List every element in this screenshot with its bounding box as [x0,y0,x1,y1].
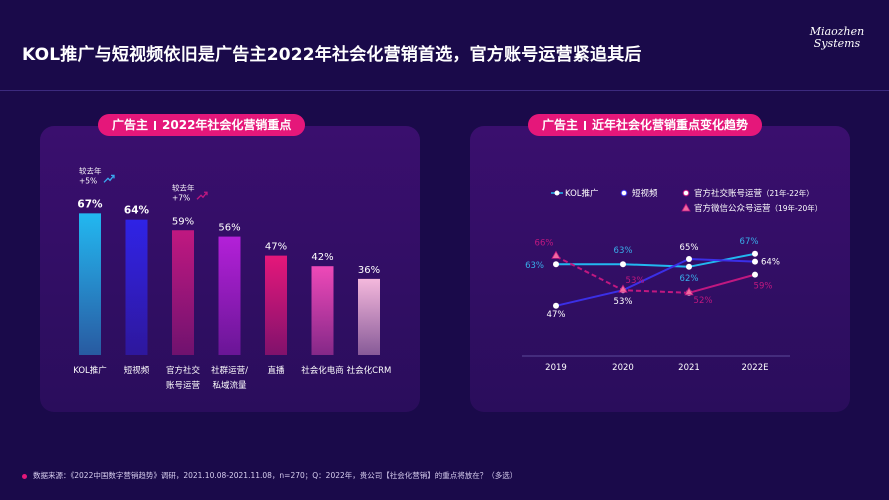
bar-0 [79,213,101,355]
series-value-label: 59% [754,282,773,292]
bar-category-label: 社会化CRM [347,365,392,376]
series-point-0 [752,250,758,257]
trend-up-arrow-head-icon [111,174,115,179]
brand-logo: Miaozhen Systems [807,26,867,50]
bar-category-label: 短视频 [124,365,150,376]
series-point-1 [752,258,758,265]
bar-category-label: KOL推广 [73,365,107,376]
footer-text: 数据来源：《2022中国数字营销趋势》调研，2021.10.08-2021.11… [33,471,518,480]
legend-swatch-dot [620,189,628,197]
bar-6 [358,278,380,355]
bar-chart-pill-b: 2022年社会化营销重点 [162,118,292,132]
bar-value-label: 64% [124,205,150,217]
bar-category-label: 账号运营 [166,380,200,391]
trend-up-arrow-icon [103,174,115,183]
bar-value-label: 47% [265,242,287,253]
series-value-label: 47% [547,310,566,320]
legend-label: 短视频 [632,188,658,199]
bar-annotation-text: 较去年 [79,165,102,175]
line-chart-x-tick: 2022E [741,363,768,373]
footer-source: 数据来源：《2022中国数字营销趋势》调研，2021.10.08-2021.11… [22,470,517,481]
bar-1 [125,219,148,355]
bar-3 [218,236,241,355]
legend-label: KOL推广 [565,188,599,199]
series-point-marker [551,250,561,259]
logo-line-1: Miaozhen [809,25,865,38]
series-value-label: 63% [525,261,544,271]
series-point-marker [684,286,694,296]
series-point-1 [553,302,559,309]
bar-value-label: 67% [77,198,103,210]
series-value-label: 62% [680,274,699,284]
bar-category-label: 社群运营/ [211,365,248,376]
legend-triangle-icon [681,203,691,212]
bar-category-label: 社会化电商 [301,365,344,376]
line-chart-pill: 广告主 近年社会化营销重点变化趋势 [528,114,763,136]
bar-5 [311,266,334,355]
series-point-0 [553,261,559,268]
series-value-label: 65% [680,243,699,253]
series-point-2 [752,271,758,278]
legend-sublabel: （21年-22年） [762,188,814,198]
line-chart-panel: 广告主 近年社会化营销重点变化趋势 [470,114,850,412]
legend-label: 官方社交账号运营（21年-22年） [694,188,814,199]
legend-sublabel: （19年-20年） [771,203,823,213]
pill-separator [584,121,587,130]
bar-value-label: 59% [172,216,194,227]
bar-annotation-text: +5% [79,176,97,185]
line-chart-pill-b: 近年社会化营销重点变化趋势 [592,118,749,132]
bar-category-label: 直播 [267,365,285,376]
series-point-1 [686,256,692,262]
bar-annotation-text: 较去年 [172,182,195,192]
bar-4 [265,255,287,355]
bar-value-label: 36% [358,265,380,276]
series-value-label: 53% [614,297,633,307]
series-value-label: 67% [740,237,759,247]
line-chart-x-tick: 2021 [678,363,700,373]
trend-up-arrow-head-icon [204,191,208,196]
legend-label: 官方微信公众号运营（19年-20年） [694,203,822,214]
series-value-label: 63% [614,246,633,256]
page-title: KOL推广与短视频依旧是广告主2022年社会化营销首选，官方账号运营紧追其后 [22,45,642,65]
legend-swatch-dot [682,189,690,197]
series-value-label: 52% [694,296,713,306]
series-value-label: 64% [761,258,780,268]
bar-category-label: 私域流量 [212,380,247,391]
pill-separator [154,121,157,130]
bar-chart-pill: 广告主 2022年社会化营销重点 [98,114,306,136]
header-divider [0,90,889,91]
line-chart-pill-a: 广告主 [542,118,579,132]
trend-up-arrow-icon [196,191,208,200]
bar-value-label: 42% [311,252,333,263]
bar-2 [172,230,194,355]
series-point-marker [618,284,628,293]
series-value-label: 53% [626,276,645,286]
logo-line-2: Systems [813,37,861,50]
series-point-0 [620,261,626,268]
line-chart-x-tick: 2020 [612,363,634,373]
bar-chart-pill-a: 广告主 [112,118,149,132]
bar-value-label: 56% [218,223,240,234]
series-line-2 [688,273,756,294]
series-line-1 [555,257,756,307]
bar-annotation-text: +7% [172,193,190,202]
series-point-0 [686,263,692,270]
series-value-label: 66% [535,238,554,248]
legend-swatch-dot [554,190,560,196]
line-chart-x-tick: 2019 [545,363,567,373]
bar-category-label: 官方社交 [166,365,201,376]
footer-bullet [22,473,27,479]
